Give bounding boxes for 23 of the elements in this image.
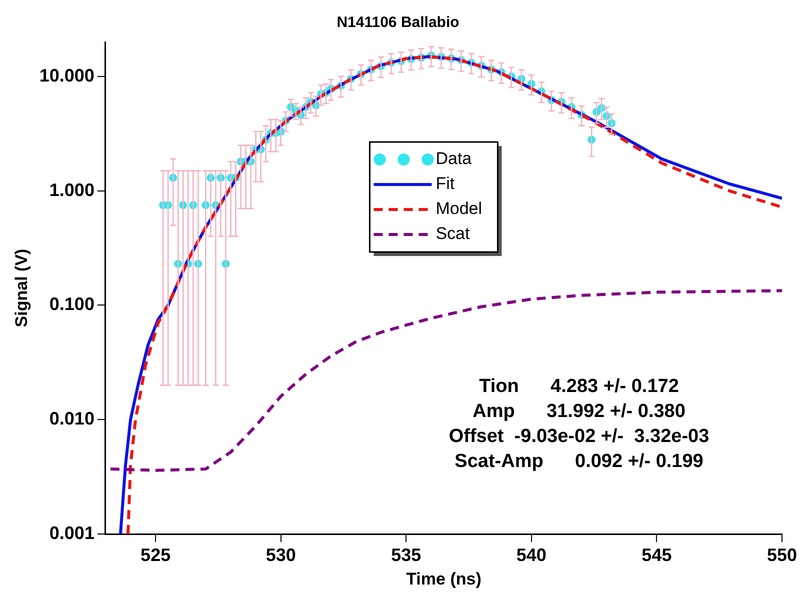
y-axis-title: Signal (V) (12, 248, 31, 328)
x-axis-title: Time (ns) (406, 569, 482, 588)
x-tick-label: 535 (391, 544, 422, 565)
x-tick-label: 540 (516, 544, 546, 565)
x-tick-label: 525 (140, 544, 171, 565)
chart-title: N141106 Ballabio (336, 14, 460, 32)
annotation: Scat-Amp 0.092 +/- 0.199 (454, 451, 704, 472)
line-series (108, 289, 782, 472)
annotation: Tion 4.283 +/- 0.172 (479, 376, 679, 398)
y-tick-label: 10.000 (39, 65, 94, 86)
y-tick-label: 0.010 (49, 408, 94, 429)
legend-label: Fit (436, 174, 455, 194)
legend-label: Model (436, 199, 482, 218)
x-tick-label: 550 (766, 544, 798, 565)
legend-label: Scat (436, 224, 470, 244)
legend-label: Data (436, 149, 472, 168)
annotation: Offset -9.03e-02 +/- 3.32e-03 (448, 426, 710, 448)
y-tick-label: 0.001 (49, 522, 94, 543)
x-tick-label: 545 (642, 544, 672, 565)
x-tick-label: 530 (266, 544, 296, 565)
annotation: Amp 31.992 +/- 0.380 (472, 401, 686, 422)
y-tick-label: 0.100 (49, 294, 94, 314)
y-tick-label: 1.000 (49, 180, 94, 200)
